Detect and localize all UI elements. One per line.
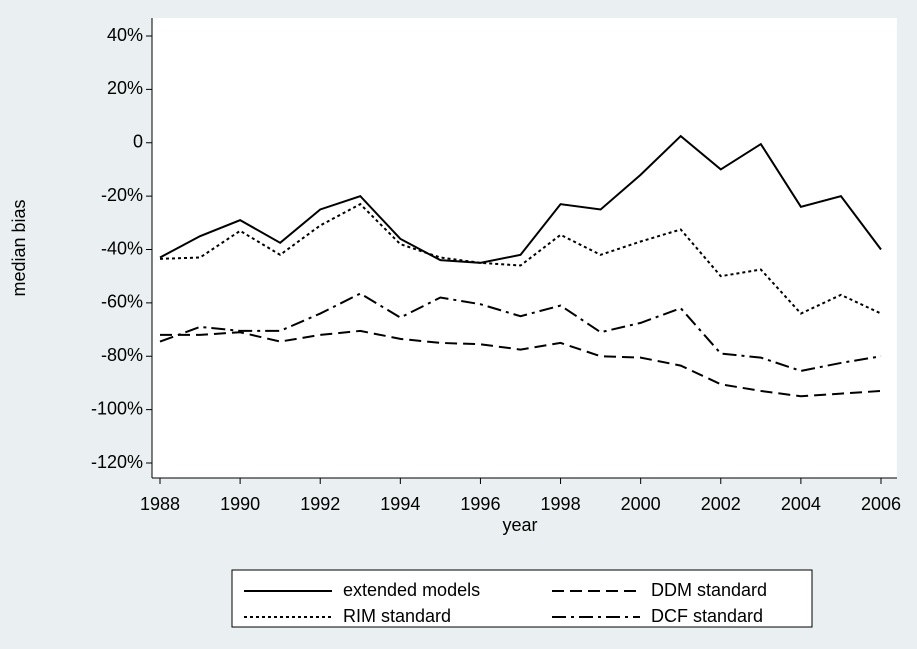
y-tick-label: 0 (133, 132, 143, 152)
y-tick-label: -100% (91, 398, 143, 418)
line-series (159, 292, 882, 372)
legend-label: extended models (343, 580, 480, 600)
y-tick-label: -20% (101, 185, 143, 205)
x-tick-label: 1994 (380, 494, 420, 514)
x-axis-label: year (502, 515, 537, 535)
y-tick-label: 40% (107, 25, 143, 45)
y-tick-label: -40% (101, 238, 143, 258)
x-tick-label: 2000 (621, 494, 661, 514)
y-axis-label: median bias (9, 199, 29, 296)
x-tick-label: 1988 (140, 494, 180, 514)
y-tick-label: -120% (91, 452, 143, 472)
x-tick-label: 1992 (300, 494, 340, 514)
plot-area (152, 18, 897, 478)
y-tick-label: 20% (107, 78, 143, 98)
legend-label: RIM standard (343, 606, 451, 626)
y-tick-label: -60% (101, 292, 143, 312)
line-series (159, 202, 882, 315)
y-tick-label: -80% (101, 345, 143, 365)
legend-label: DCF standard (651, 606, 763, 626)
line-series (159, 134, 882, 264)
x-tick-label: 2006 (861, 494, 901, 514)
x-tick-label: 1990 (220, 494, 260, 514)
legend-label: DDM standard (651, 580, 767, 600)
x-tick-label: 1998 (541, 494, 581, 514)
x-tick-label: 2004 (781, 494, 821, 514)
line-series (160, 329, 882, 398)
x-tick-label: 2002 (701, 494, 741, 514)
x-tick-label: 1996 (460, 494, 500, 514)
